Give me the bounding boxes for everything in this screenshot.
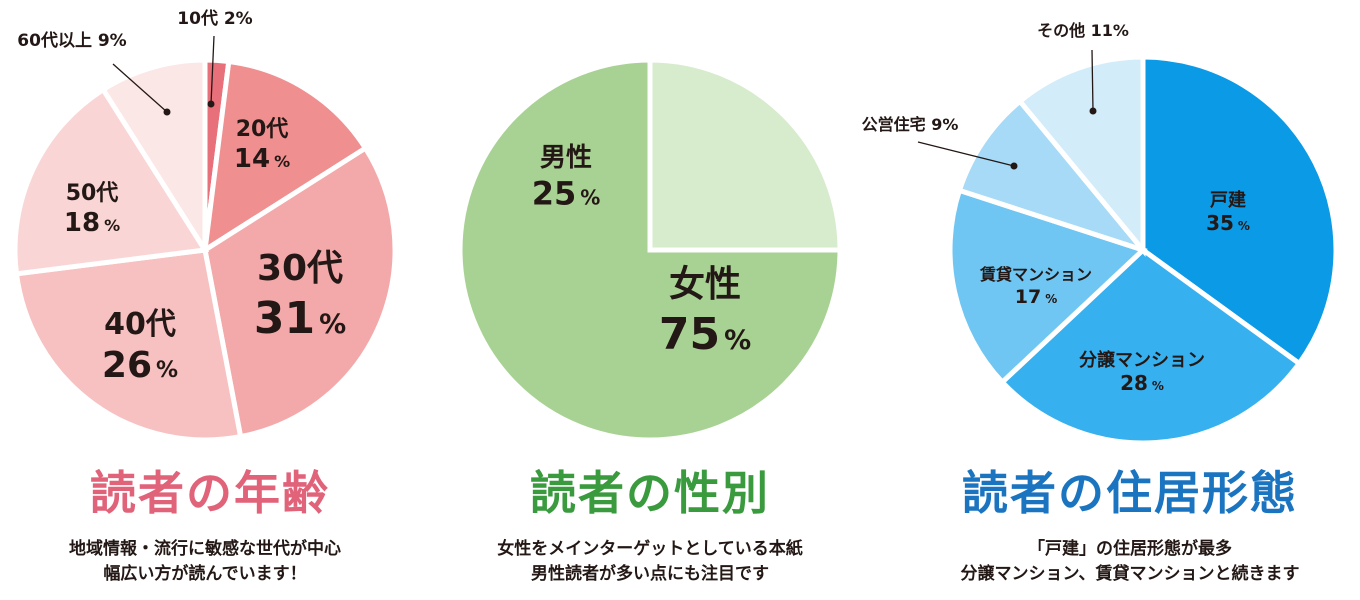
age-slice-label-6: 60代以上 9% [17,30,126,51]
age-slice-2 [201,58,369,255]
age-slice-label-5: 50代 [66,181,119,206]
housing-caption-line-1: 「戸建」の住居形態が最多 [1028,539,1232,559]
gender-caption-line-1: 女性をメインターゲットとしている本紙 [497,539,803,559]
housing-leader-dot-5 [1089,107,1097,115]
housing-slice-value-1: 35% [1206,211,1250,235]
housing-pie [947,54,1339,446]
age-caption-line-2: 幅広い方が読んでいます！ [103,564,307,584]
housing-slice-label-4: 公営住宅 9% [862,115,959,134]
housing-slice-label-2: 分譲マンション [1079,349,1205,371]
age-slice-value-4: 26% [102,345,178,386]
gender-slice-value-2: 25% [532,174,601,212]
housing-slice-4 [956,97,1151,256]
housing-slice-value-3: 17% [1015,286,1057,308]
gender-slice-value-1: 75% [659,309,751,360]
housing-slice-3 [947,187,1148,386]
gender-chart-caption: 女性をメインターゲットとしている本紙 男性読者が多い点にも注目です [420,537,880,587]
age-caption-line-1: 地域情報・流行に敏感な世代が中心 [69,539,341,559]
age-slice-value-2: 14% [234,144,290,174]
age-chart-caption: 地域情報・流行に敏感な世代が中心 幅広い方が読んでいます！ [0,537,435,587]
gender-slice-label-2: 男性 [540,143,592,173]
age-leader-dot-1 [207,100,215,108]
age-slice-4 [13,247,244,443]
age-slice-label-1: 10代 2% [177,8,252,29]
age-slice-6 [99,57,208,259]
housing-slice-label-1: 戸建 [1210,189,1246,211]
age-slice-label-4: 40代 [104,307,176,342]
age-leader-dot-6 [163,108,171,116]
gender-slice-label-1: 女性 [669,264,741,305]
housing-slice-value-2: 28% [1120,371,1164,395]
housing-leader-dot-4 [1010,162,1018,170]
age-leader-line-6 [112,63,168,113]
gender-chart-title: 読者の性別 [530,466,770,520]
housing-slice-1 [1140,54,1339,367]
housing-slice-label-3: 賃貸マンション [979,265,1092,284]
age-slice-label-2: 20代 [236,117,289,142]
gender-caption-line-2: 男性読者が多い点にも注目です [531,564,769,584]
age-pie [12,57,398,443]
age-slice-value-3: 31% [254,293,346,344]
age-slice-3 [202,144,398,440]
housing-slice-5 [1016,54,1146,257]
housing-caption-line-2: 分譲マンション、賃貸マンションと続きます [960,564,1300,584]
housing-leader-line-5 [1091,49,1094,112]
age-slice-5 [12,86,210,277]
age-leader-line-1 [210,35,215,105]
gender-pie [457,57,843,443]
housing-slice-label-5: その他 11% [1037,21,1129,40]
age-slice-label-3: 30代 [257,248,343,289]
housing-chart-title: 読者の住居形態 [962,466,1298,520]
gender-slice-2 [647,57,843,253]
age-slice-value-5: 18% [64,208,120,238]
housing-chart-caption: 「戸建」の住居形態が最多 分譲マンション、賃貸マンションと続きます [895,537,1360,587]
housing-leader-line-4 [917,141,1015,167]
age-chart-title: 読者の年齢 [90,466,330,520]
housing-slice-2 [998,246,1303,446]
